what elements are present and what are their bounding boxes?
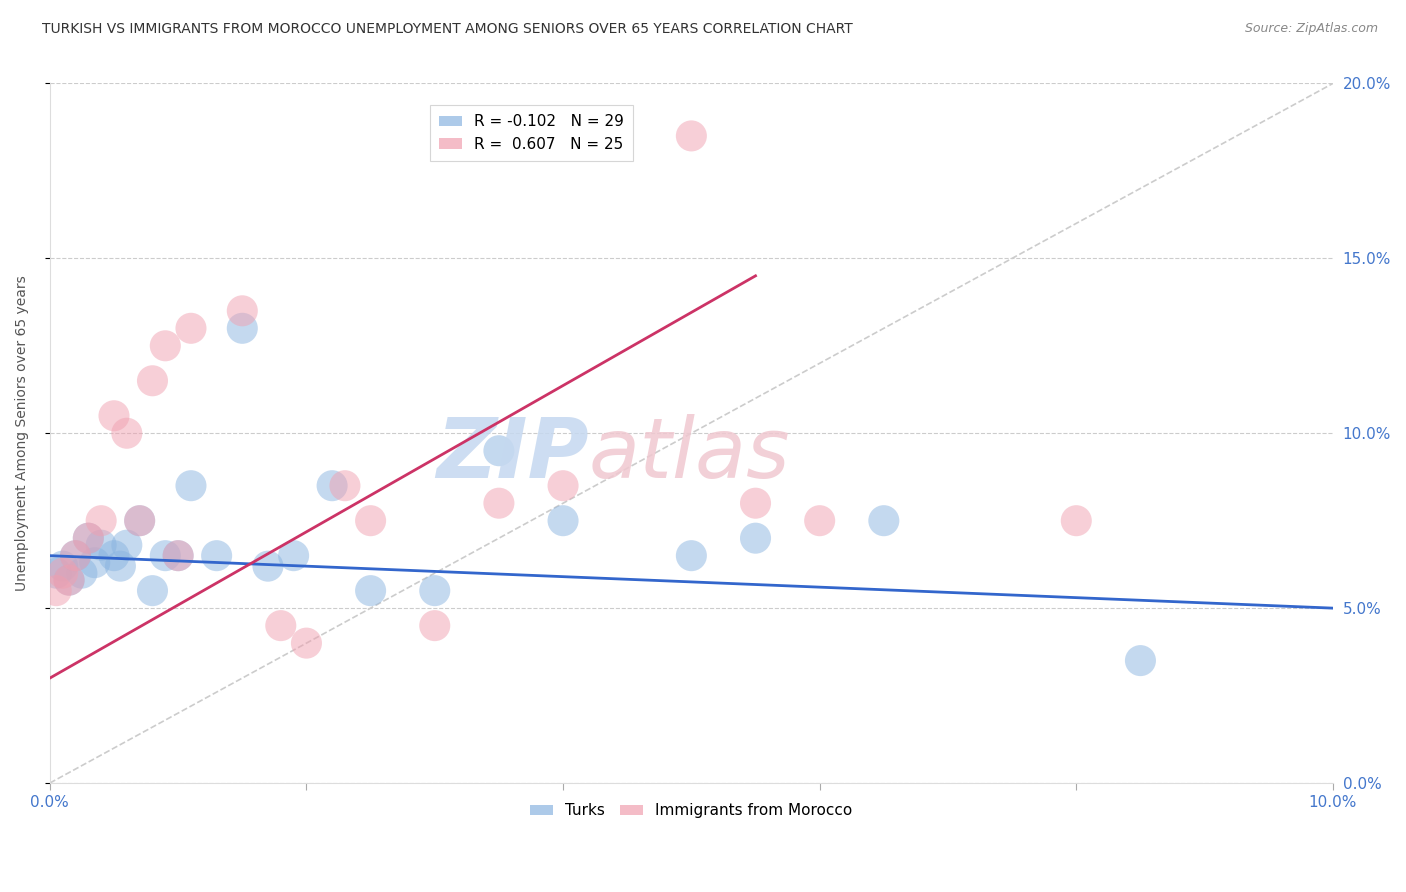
Legend: Turks, Immigrants from Morocco: Turks, Immigrants from Morocco (524, 797, 859, 824)
Point (873, 514, 896, 528)
Point (283, 549, 305, 563)
Point (423, 618, 446, 632)
Point (115, 426, 138, 441)
Point (333, 479, 356, 493)
Point (744, 496, 766, 510)
Point (270, 618, 292, 632)
Point (257, 559, 280, 574)
Point (808, 514, 831, 528)
Point (77, 531, 100, 545)
Point (423, 583, 446, 598)
Y-axis label: Unemployment Among Seniors over 65 years: Unemployment Among Seniors over 65 years (15, 276, 30, 591)
Point (45, 566, 67, 581)
Point (231, 303, 253, 318)
Point (65, 549, 87, 563)
Point (167, 549, 190, 563)
Point (58, 573, 80, 587)
Point (155, 339, 177, 353)
Point (1129, 654, 1152, 668)
Text: Source: ZipAtlas.com: Source: ZipAtlas.com (1244, 22, 1378, 36)
Point (141, 374, 163, 388)
Point (65, 549, 87, 563)
Point (744, 531, 766, 545)
Point (155, 549, 177, 563)
Text: TURKISH VS IMMIGRANTS FROM MOROCCO UNEMPLOYMENT AMONG SENIORS OVER 65 YEARS CORR: TURKISH VS IMMIGRANTS FROM MOROCCO UNEMP… (42, 22, 853, 37)
Point (52, 566, 75, 581)
Point (180, 321, 202, 335)
Point (551, 479, 574, 493)
Point (295, 636, 318, 650)
Point (1064, 514, 1087, 528)
Point (90, 538, 112, 552)
Point (103, 409, 125, 423)
Point (321, 479, 343, 493)
Point (360, 514, 382, 528)
Point (90, 514, 112, 528)
Point (128, 514, 150, 528)
Point (45, 583, 67, 598)
Point (231, 321, 253, 335)
Point (488, 443, 510, 458)
Point (141, 583, 163, 598)
Point (681, 128, 703, 143)
Point (58, 573, 80, 587)
Point (70, 566, 93, 581)
Text: atlas: atlas (589, 414, 790, 495)
Point (488, 496, 510, 510)
Point (110, 559, 132, 574)
Point (180, 479, 202, 493)
Point (167, 549, 190, 563)
Point (551, 514, 574, 528)
Point (77, 531, 100, 545)
Point (205, 549, 228, 563)
Text: ZIP: ZIP (436, 414, 589, 495)
Point (103, 549, 125, 563)
Point (115, 538, 138, 552)
Point (681, 549, 703, 563)
Point (52, 559, 75, 574)
Point (128, 514, 150, 528)
Point (83, 556, 105, 570)
Point (360, 583, 382, 598)
